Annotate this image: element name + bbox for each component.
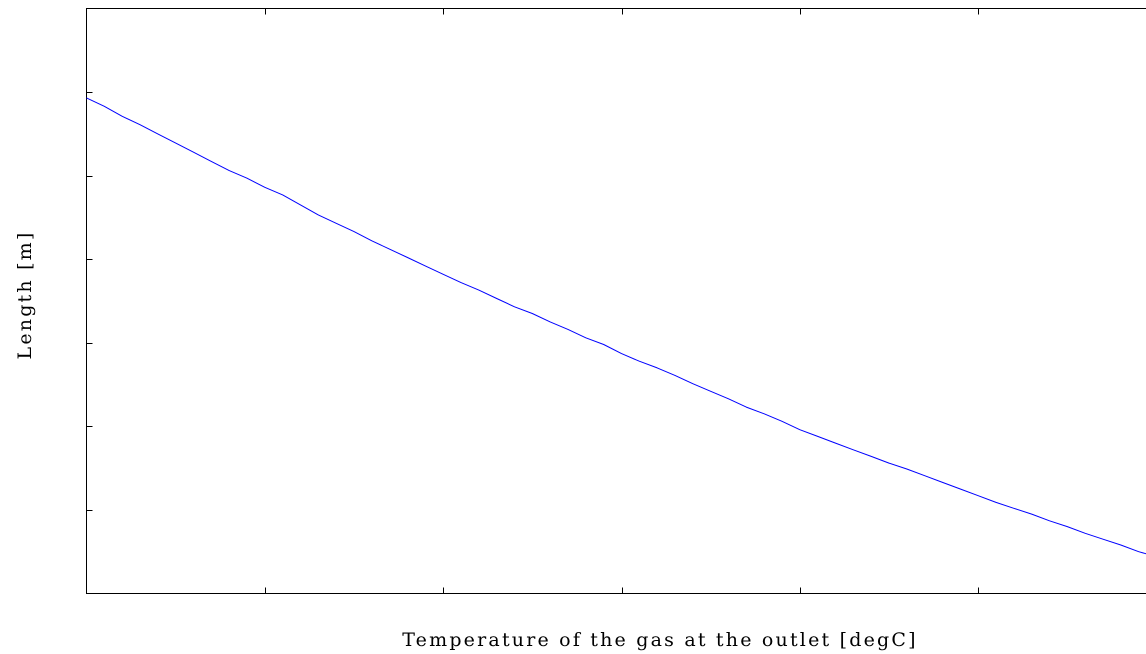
axis-ticks <box>86 8 979 594</box>
x-axis-label: Temperature of the gas at the outlet [de… <box>402 629 917 651</box>
series-line-1 <box>86 97 1146 555</box>
plot-series <box>86 97 1146 555</box>
plot-area-frame <box>86 8 1146 594</box>
y-axis-label: Length [m] <box>14 230 36 359</box>
